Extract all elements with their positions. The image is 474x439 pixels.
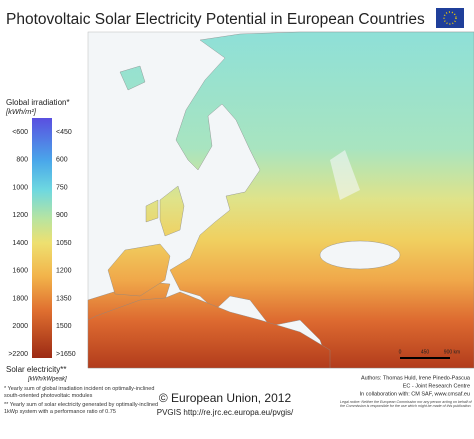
legal-text: Legal notice: Neither the European Commi… <box>340 400 472 409</box>
irradiation-label: <600 <box>12 129 28 136</box>
scale-label: 450 <box>421 349 430 355</box>
irradiation-label: 2000 <box>12 323 28 330</box>
legend-title: Solar electricity** <box>6 365 66 374</box>
electricity-label: 600 <box>56 157 68 164</box>
irradiation-label: 1600 <box>12 268 28 275</box>
eu-flag <box>436 8 464 28</box>
electricity-label: <450 <box>56 129 72 136</box>
note: ** Yearly sum of solar electricity gener… <box>4 402 159 415</box>
legend-title: Global irradiation* <box>6 98 70 107</box>
map: 0 450 900 km <box>87 31 474 369</box>
legend-unit: [kWh/m²] <box>5 107 37 116</box>
electricity-label: 1200 <box>56 268 72 275</box>
irradiation-label: 1800 <box>12 295 28 302</box>
url: PVGIS http://re.jrc.ec.europa.eu/pvgis/ <box>157 408 294 417</box>
irradiation-label: 800 <box>16 157 28 164</box>
title: Photovoltaic Solar Electricity Potential… <box>6 11 425 28</box>
irradiation-label: 1200 <box>12 212 28 219</box>
electricity-label: 750 <box>56 184 68 191</box>
note: * Yearly sum of global irradiation incid… <box>4 386 155 399</box>
institution: EC - Joint Research Centre <box>403 383 470 389</box>
electricity-label: 1500 <box>56 323 72 330</box>
electricity-label: 1050 <box>56 240 72 247</box>
footer: * Yearly sum of global irradiation incid… <box>4 375 472 417</box>
color-bar <box>32 118 52 358</box>
electricity-label: 900 <box>56 212 68 219</box>
collaboration: In collaboration with: CM SAF, www.cmsaf… <box>360 391 470 397</box>
legend-unit: [kWh/kWpeak] <box>27 377 67 383</box>
irradiation-label: 1400 <box>12 240 28 247</box>
electricity-label: >1650 <box>56 351 76 358</box>
copyright: © European Union, 2012 <box>159 391 292 405</box>
irradiation-label: >2200 <box>8 351 28 358</box>
irradiation-label: 1000 <box>12 184 28 191</box>
authors: Authors: Thomas Huld, Irene Pinedo-Pascu… <box>361 375 471 381</box>
electricity-label: 1350 <box>56 295 72 302</box>
legend: Global irradiation* [kWh/m²] <600 <450 800… <box>5 98 76 382</box>
notes: * Yearly sum of global irradiation incid… <box>4 386 159 415</box>
scale-label: 0 <box>399 349 402 355</box>
legal: Legal notice: Neither the European Commi… <box>340 400 472 409</box>
scale-label: 900 km <box>444 349 460 355</box>
